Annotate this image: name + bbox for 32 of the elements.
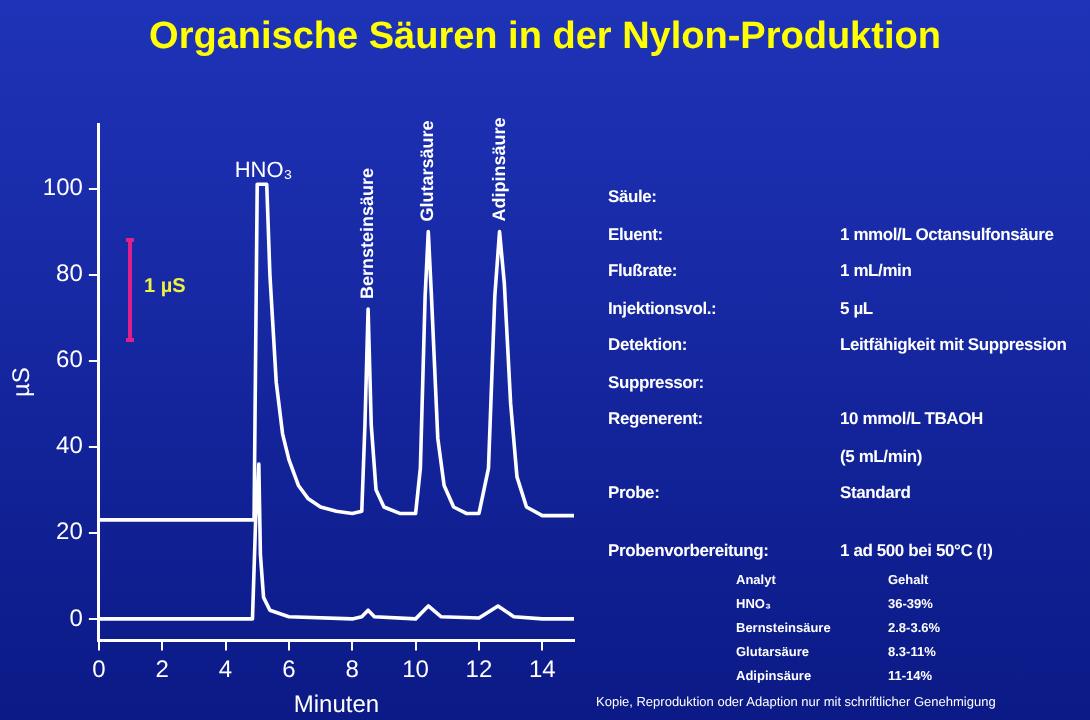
y-tick-label: 20 — [56, 517, 84, 546]
text: Detektion: Leitfähigkeit mit Suppression — [608, 334, 1067, 354]
annotation: 1 µS — [144, 276, 186, 298]
text: Säule: — [608, 186, 659, 210]
text: (5 mL/min) — [840, 445, 922, 470]
y-tick-label: 60 — [56, 345, 84, 374]
text: Eluent: 1 mmol/L Octansulfonsäure — [608, 223, 1054, 243]
text: Regenerent: 10 mmol/L TBAOH — [608, 408, 983, 428]
text: Flußrate: 1 mL/min — [608, 260, 912, 280]
x-tick-label: 4 — [218, 655, 233, 684]
x-tick-label: 12 — [465, 655, 493, 684]
annotation: HNO₃ — [234, 159, 293, 184]
text: Probe: Standard — [608, 482, 911, 502]
annotation: Adipinsäure — [488, 117, 509, 222]
y-tick-label: 100 — [42, 173, 84, 202]
text: Probenvorbereitung: 1 ad 500 bei 50°C (!) — [608, 539, 993, 559]
x-tick-label: 2 — [155, 655, 170, 684]
x-tick-label: 8 — [345, 655, 360, 684]
chart-title: Organische Säuren in der Nylon-Produktion — [147, 16, 943, 60]
x-tick-label: 0 — [92, 655, 107, 684]
text: Suppressor: — [608, 371, 706, 396]
y-tick-label: 80 — [56, 259, 84, 288]
x-tick-label: 14 — [528, 655, 557, 684]
x-tick-label: 10 — [402, 655, 430, 684]
text: Injektionsvol.: 5 µL — [608, 297, 873, 317]
annotation: Glutarsäure — [417, 120, 438, 222]
y-axis-title: µS — [7, 367, 36, 398]
y-tick-label: 40 — [56, 431, 84, 460]
x-tick-label: 6 — [282, 655, 297, 684]
annotation: Bernsteinsäure — [357, 167, 378, 300]
x-axis-title: Minuten — [293, 690, 380, 719]
y-tick-label: 0 — [69, 603, 84, 632]
